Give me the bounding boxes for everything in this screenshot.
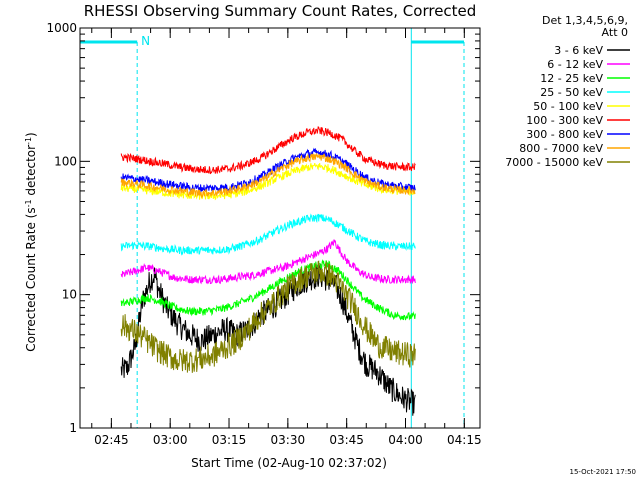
legend-entry-label: 6 - 12 keV bbox=[547, 58, 603, 71]
series-line-1 bbox=[120, 239, 416, 285]
legend-entry-label: 50 - 100 keV bbox=[533, 100, 603, 113]
x-tick-label: 03:45 bbox=[329, 433, 364, 447]
night-marker-label: N bbox=[141, 34, 150, 48]
legend-entry-label: 25 - 50 keV bbox=[540, 86, 603, 99]
chart-title: RHESSI Observing Summary Count Rates, Co… bbox=[84, 2, 477, 20]
series-line-2 bbox=[120, 259, 416, 321]
y-tick-label: 10 bbox=[62, 288, 77, 302]
x-tick-label: 02:45 bbox=[94, 433, 129, 447]
x-tick-label: 04:15 bbox=[447, 433, 482, 447]
legend-header-line-1: Det 1,3,4,5,6,9, bbox=[542, 14, 628, 27]
series-line-5 bbox=[120, 126, 416, 175]
legend-entry-label: 800 - 7000 keV bbox=[519, 142, 603, 155]
legend-entry-label: 12 - 25 keV bbox=[540, 72, 603, 85]
y-tick-label: 100 bbox=[54, 154, 77, 168]
x-tick-label: 04:00 bbox=[388, 433, 423, 447]
series-line-6 bbox=[120, 147, 416, 193]
plot-frame bbox=[79, 27, 481, 429]
night-marker-layer: N bbox=[80, 28, 465, 428]
x-axis-label: Start Time (02-Aug-10 02:37:02) bbox=[191, 456, 387, 470]
series-line-7 bbox=[120, 152, 416, 199]
series-line-8 bbox=[120, 260, 416, 373]
legend-entry-label: 3 - 6 keV bbox=[554, 44, 603, 57]
axes-layer: 1 10 100 1000 02:45 03:00 03:15 03:30 03:45 04:00… bbox=[46, 21, 481, 447]
legend-entry-label: 7000 - 15000 keV bbox=[505, 156, 603, 169]
series-line-3 bbox=[120, 213, 416, 256]
x-tick-label: 03:30 bbox=[271, 433, 306, 447]
y-tick-label: 1 bbox=[69, 421, 77, 435]
series-layer bbox=[120, 126, 416, 416]
legend-header-line-2: Att 0 bbox=[602, 26, 628, 39]
x-tick-label: 03:00 bbox=[153, 433, 188, 447]
y-tick-label: 1000 bbox=[46, 21, 77, 35]
series-line-0 bbox=[120, 264, 416, 416]
footer-date: 15-Oct-2021 17:50 bbox=[570, 468, 636, 476]
x-tick-label: 03:15 bbox=[212, 433, 247, 447]
legend-entry-label: 300 - 800 keV bbox=[526, 128, 603, 141]
legend-entry-label: 100 - 300 keV bbox=[526, 114, 603, 127]
y-axis-label: Corrected Count Rate (s-1 detector-1) bbox=[24, 132, 38, 351]
